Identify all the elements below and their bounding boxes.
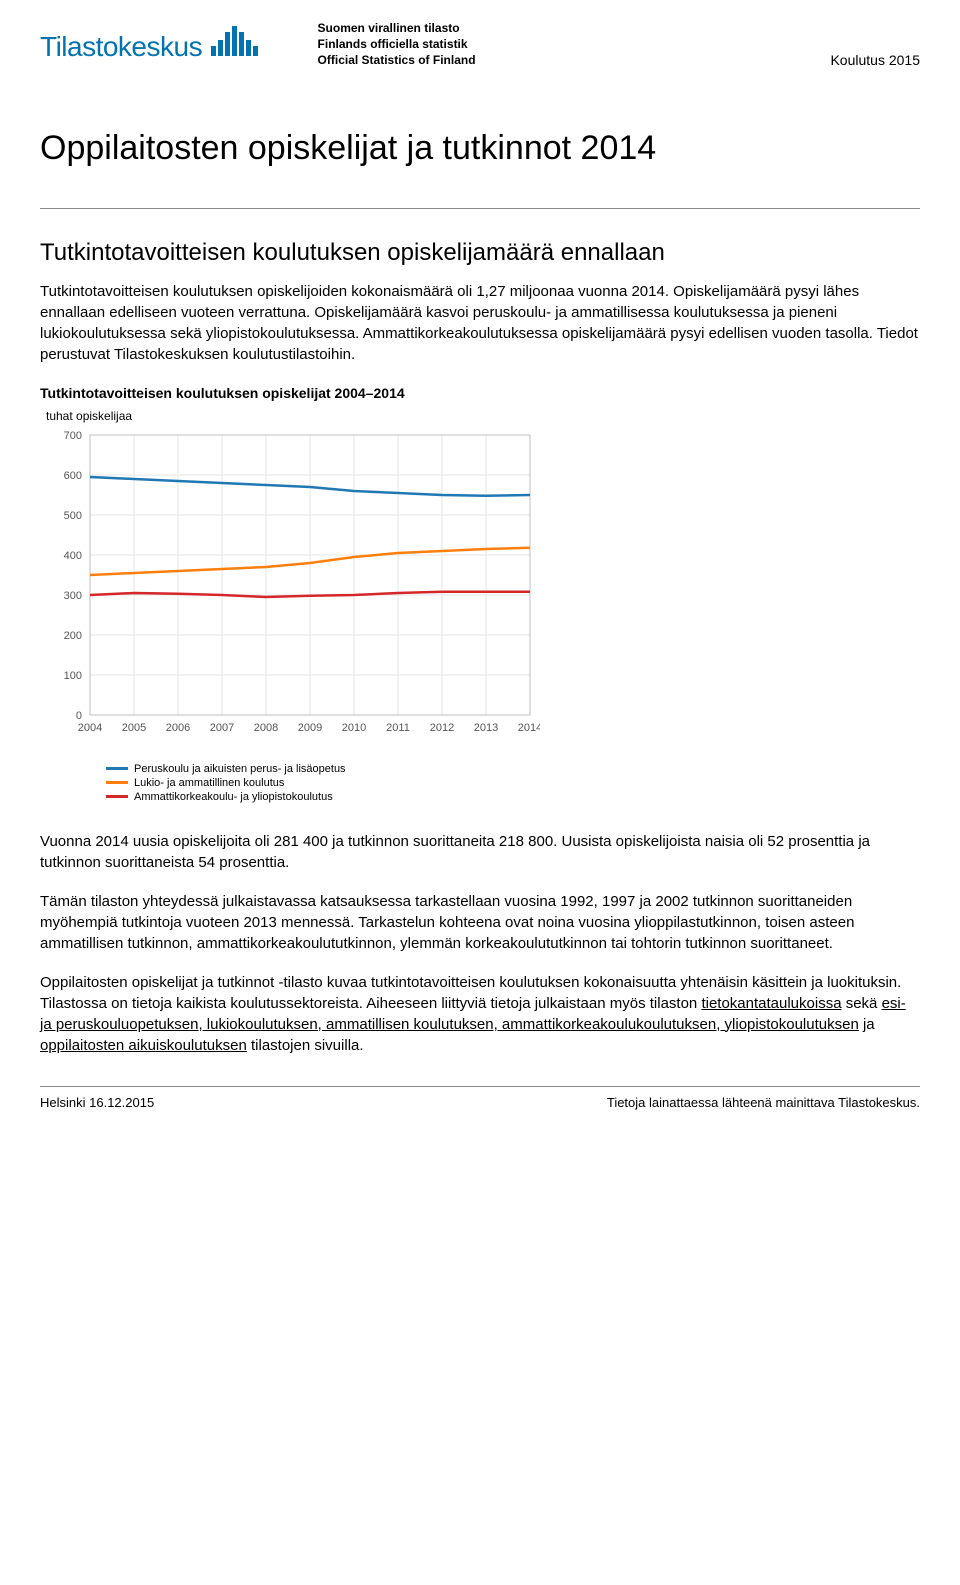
tilastokeskus-logo: Tilastokeskus — [40, 26, 258, 63]
svg-text:2004: 2004 — [78, 722, 102, 734]
footer-attribution: Tietoja lainattaessa lähteenä mainittava… — [607, 1095, 920, 1110]
svg-text:2011: 2011 — [386, 722, 410, 734]
paragraph-3: Oppilaitosten opiskelijat ja tutkinnot -… — [40, 972, 920, 1056]
header-left: Tilastokeskus Suomen virallinen tilasto … — [40, 20, 476, 69]
footer-date: Helsinki 16.12.2015 — [40, 1095, 154, 1110]
chart-container: tuhat opiskelijaa 0 100 200 300 400 500 600 700… — [40, 409, 920, 803]
svg-text:2006: 2006 — [166, 722, 190, 734]
svg-text:2013: 2013 — [474, 722, 498, 734]
line-chart: 0 100 200 300 400 500 600 700 2004 2005 2006 2007 20… — [40, 425, 540, 755]
link-tietokantataulukoissa[interactable]: tietokantataulukoissa — [701, 995, 841, 1012]
legend-item: Lukio- ja ammatillinen koulutus — [100, 777, 920, 789]
svg-text:2005: 2005 — [122, 722, 146, 734]
link-aikuiskoulutus[interactable]: oppilaitosten aikuiskoulutuksen — [40, 1037, 247, 1054]
svg-text:2007: 2007 — [210, 722, 234, 734]
subtitle: Tutkintotavoitteisen koulutuksen opiskel… — [40, 239, 920, 267]
legend-item: Ammattikorkeakoulu- ja yliopistokoulutus — [100, 791, 920, 803]
y-axis-title: tuhat opiskelijaa — [46, 409, 920, 423]
svg-text:2008: 2008 — [254, 722, 278, 734]
paragraph-1: Vuonna 2014 uusia opiskelijoita oli 281 … — [40, 831, 920, 873]
legend-label: Ammattikorkeakoulu- ja yliopistokoulutus — [134, 791, 333, 803]
svg-text:100: 100 — [64, 670, 82, 682]
separator — [40, 208, 920, 209]
chart-title: Tutkintotavoitteisen koulutuksen opiskel… — [40, 385, 920, 401]
svg-text:200: 200 — [64, 630, 82, 642]
p3-post: tilastojen sivuilla. — [247, 1037, 364, 1054]
page-footer: Helsinki 16.12.2015 Tietoja lainattaessa… — [40, 1086, 920, 1110]
page-title: Oppilaitosten opiskelijat ja tutkinnot 2… — [40, 129, 920, 168]
legend-label: Lukio- ja ammatillinen koulutus — [134, 777, 284, 789]
svg-text:2012: 2012 — [430, 722, 454, 734]
logo-bars-icon — [211, 26, 258, 56]
legend-item: Peruskoulu ja aikuisten perus- ja lisäop… — [100, 763, 920, 775]
official-statistics-block: Suomen virallinen tilasto Finlands offic… — [318, 20, 476, 69]
svg-text:400: 400 — [64, 550, 82, 562]
svg-text:700: 700 — [64, 430, 82, 442]
ofs-en: Official Statistics of Finland — [318, 52, 476, 68]
legend-label: Peruskoulu ja aikuisten perus- ja lisäop… — [134, 763, 346, 775]
svg-text:600: 600 — [64, 470, 82, 482]
svg-text:2009: 2009 — [298, 722, 322, 734]
svg-text:300: 300 — [64, 590, 82, 602]
svg-text:2014: 2014 — [518, 722, 540, 734]
page-header: Tilastokeskus Suomen virallinen tilasto … — [40, 20, 920, 69]
svg-text:2010: 2010 — [342, 722, 366, 734]
p3-mid2: ja — [859, 1016, 875, 1033]
paragraph-2: Tämän tilaston yhteydessä julkaistavassa… — [40, 891, 920, 954]
logo-text: Tilastokeskus — [40, 31, 202, 62]
chart-legend: Peruskoulu ja aikuisten perus- ja lisäop… — [100, 763, 920, 803]
intro-paragraph: Tutkintotavoitteisen koulutuksen opiskel… — [40, 281, 920, 365]
category-label: Koulutus 2015 — [830, 20, 920, 68]
ofs-fi: Suomen virallinen tilasto — [318, 20, 476, 36]
svg-text:0: 0 — [76, 710, 82, 722]
p3-mid1: sekä — [842, 995, 882, 1012]
ofs-sv: Finlands officiella statistik — [318, 36, 476, 52]
svg-text:500: 500 — [64, 510, 82, 522]
